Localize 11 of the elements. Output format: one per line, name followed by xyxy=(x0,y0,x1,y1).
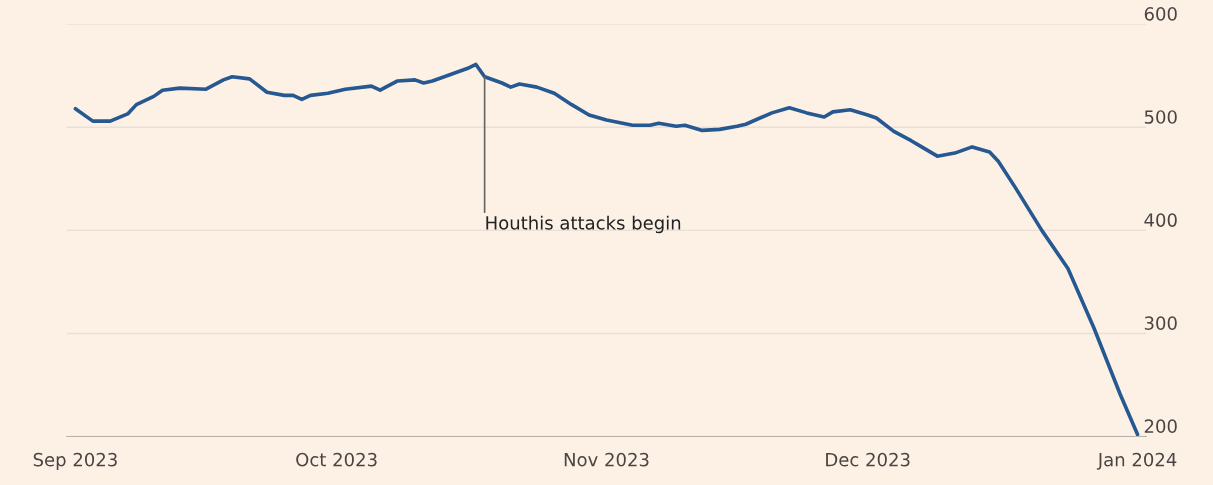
y-tick-label: 300 xyxy=(1144,316,1177,330)
annotation: Houthis attacks begin xyxy=(486,215,681,234)
y-tick-label: 600 xyxy=(1144,7,1177,21)
x-tick-label: Oct 2023 xyxy=(296,452,377,467)
y-tick-label: 500 xyxy=(1144,110,1177,124)
y-tick-label: 200 xyxy=(1144,419,1177,433)
x-tick-label: Dec 2023 xyxy=(826,452,910,467)
x-tick-label: Jan 2024 xyxy=(1096,452,1177,470)
x-tick-label: Nov 2023 xyxy=(564,452,649,467)
x-tick-label: Sep 2023 xyxy=(33,452,117,470)
y-tick-label: 400 xyxy=(1144,213,1177,227)
